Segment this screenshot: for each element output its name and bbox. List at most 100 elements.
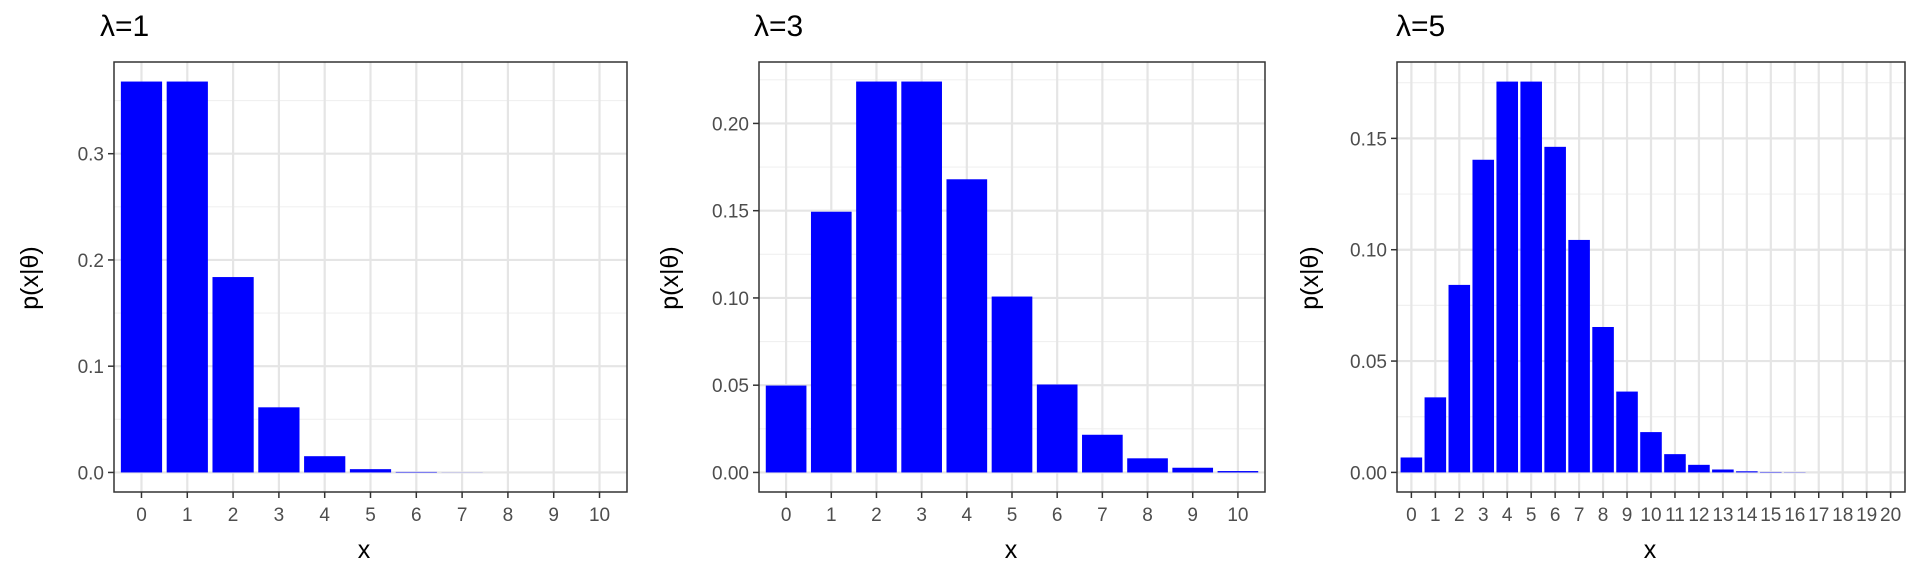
bar-x-1 bbox=[810, 211, 852, 473]
x-tick-label: 0 bbox=[781, 505, 792, 526]
x-tick-label: 2 bbox=[871, 505, 882, 526]
bar-x-4 bbox=[946, 179, 988, 473]
chart-panel-lambda-5: λ=5 x p(x|θ) 0.000.050.100.150 1 2 3 4 5 6 7 8 9 1… bbox=[1296, 10, 1906, 564]
y-tick-label: 0.05 bbox=[1350, 352, 1387, 373]
x-tick-label: 5 bbox=[1526, 505, 1537, 526]
y-axis: 0.00 0.05 0.10 0.15 0.20 bbox=[712, 114, 759, 484]
chart-panel-lambda-1: λ=1 x p(x|θ) 0.0 0.1 0.2 0.3 0 1 2 3 4 5 6 7 8 9 10 bbox=[16, 10, 628, 564]
bar-x-10 bbox=[1640, 432, 1662, 473]
chart-title: λ=1 bbox=[100, 10, 149, 43]
x-tick-label: 11 bbox=[1665, 505, 1685, 526]
x-axis: 0 1 2 3 4 5 6 7 8 9 10 bbox=[136, 492, 610, 526]
x-tick-label: 5 bbox=[365, 505, 376, 526]
x-tick-label: 6 bbox=[1550, 505, 1561, 526]
bar-x-3 bbox=[258, 407, 300, 473]
x-tick-label: 1 bbox=[182, 505, 193, 526]
y-tick-label: 0.1 bbox=[78, 357, 104, 378]
x-tick-label: 3 bbox=[1478, 505, 1489, 526]
y-axis-label: p(x|θ) bbox=[16, 246, 44, 309]
bar-x-12 bbox=[1688, 464, 1710, 473]
x-tick-label: 4 bbox=[1502, 505, 1513, 526]
chart-panel-lambda-3: λ=3 x p(x|θ) 0.00 0.05 0.10 0.15 0.20 0 1 2 3 4 5 6… bbox=[656, 10, 1266, 564]
x-tick-label: 3 bbox=[274, 505, 285, 526]
bar-x-6 bbox=[1036, 384, 1078, 473]
bar-x-10 bbox=[1217, 471, 1259, 473]
x-axis: 0 1 2 3 4 5 6 7 8 9 10 11 12 13 14 15 16 17 18 19 20 bbox=[1406, 492, 1901, 526]
x-tick-label: 12 bbox=[1688, 505, 1709, 526]
bars bbox=[120, 81, 483, 473]
bar-x-1 bbox=[1424, 397, 1447, 473]
x-tick-label: 7 bbox=[1574, 505, 1585, 526]
x-tick-label: 9 bbox=[1622, 505, 1633, 526]
bar-x-4 bbox=[304, 456, 346, 473]
bar-x-0 bbox=[765, 385, 807, 473]
bar-x-2 bbox=[856, 81, 897, 473]
bar-x-8 bbox=[1592, 326, 1614, 473]
bar-x-13 bbox=[1712, 469, 1734, 473]
bar-x-9 bbox=[1172, 467, 1214, 473]
x-tick-label: 17 bbox=[1808, 505, 1829, 526]
bar-x-0 bbox=[120, 81, 163, 473]
x-tick-label: 13 bbox=[1712, 505, 1733, 526]
x-tick-label: 9 bbox=[1187, 505, 1198, 526]
x-tick-label: 20 bbox=[1880, 505, 1901, 526]
bar-x-5 bbox=[349, 469, 392, 473]
x-tick-label: 10 bbox=[1640, 505, 1661, 526]
bar-x-11 bbox=[1664, 454, 1686, 473]
y-tick-label: 0.10 bbox=[1350, 241, 1387, 262]
bar-x-2 bbox=[1448, 284, 1471, 473]
x-tick-label: 8 bbox=[1598, 505, 1609, 526]
y-tick-label: 0.00 bbox=[712, 463, 749, 484]
x-axis-label: x bbox=[1005, 536, 1018, 564]
y-tick-label: 0.0 bbox=[78, 463, 104, 484]
y-axis: 0.00 0.05 0.10 0.15 bbox=[1350, 129, 1397, 484]
y-tick-label: 0.10 bbox=[712, 289, 749, 310]
bar-x-0 bbox=[1400, 457, 1423, 473]
x-axis-label: x bbox=[1644, 536, 1657, 564]
y-tick-label: 0.3 bbox=[78, 145, 104, 166]
x-tick-label: 3 bbox=[916, 505, 927, 526]
bar-x-6 bbox=[1544, 146, 1566, 473]
bar-x-5 bbox=[991, 296, 1033, 473]
y-axis-label: p(x|θ) bbox=[656, 246, 684, 309]
x-axis-label: x bbox=[358, 536, 371, 564]
x-tick-label: 10 bbox=[589, 505, 610, 526]
y-tick-label: 0.15 bbox=[712, 202, 749, 223]
x-tick-label: 8 bbox=[1142, 505, 1153, 526]
x-axis: 0 1 2 3 4 5 6 7 8 9 10 bbox=[781, 492, 1248, 526]
bar-x-1 bbox=[166, 81, 208, 473]
x-tick-label: 16 bbox=[1784, 505, 1805, 526]
bar-x-8 bbox=[1127, 458, 1168, 473]
x-tick-label: 19 bbox=[1856, 505, 1877, 526]
x-tick-label: 14 bbox=[1736, 505, 1758, 526]
chart-title: λ=3 bbox=[754, 10, 803, 43]
y-tick-label: 0.05 bbox=[712, 376, 749, 397]
bars bbox=[1400, 81, 1806, 473]
bar-x-6 bbox=[395, 471, 437, 473]
chart-title: λ=5 bbox=[1396, 10, 1445, 43]
bar-x-2 bbox=[212, 277, 254, 473]
x-tick-label: 8 bbox=[503, 505, 514, 526]
y-axis-label: p(x|θ) bbox=[1296, 246, 1324, 309]
x-tick-label: 1 bbox=[826, 505, 837, 526]
bar-x-7 bbox=[1568, 239, 1590, 473]
x-tick-label: 6 bbox=[411, 505, 422, 526]
bar-x-5 bbox=[1520, 81, 1542, 473]
y-axis: 0.0 0.1 0.2 0.3 bbox=[78, 145, 114, 484]
bar-x-7 bbox=[1082, 434, 1123, 473]
y-tick-label: 0.00 bbox=[1350, 463, 1387, 484]
x-tick-label: 5 bbox=[1007, 505, 1018, 526]
bar-x-3 bbox=[901, 81, 942, 473]
bar-x-3 bbox=[1472, 159, 1495, 473]
x-tick-label: 4 bbox=[319, 505, 330, 526]
x-tick-label: 2 bbox=[228, 505, 239, 526]
bar-x-14 bbox=[1736, 471, 1758, 473]
y-tick-label: 0.2 bbox=[78, 251, 104, 272]
x-tick-label: 7 bbox=[1097, 505, 1108, 526]
x-tick-label: 15 bbox=[1760, 505, 1781, 526]
x-tick-label: 4 bbox=[962, 505, 973, 526]
x-tick-label: 10 bbox=[1227, 505, 1248, 526]
x-tick-label: 7 bbox=[457, 505, 468, 526]
bar-x-9 bbox=[1616, 391, 1638, 473]
